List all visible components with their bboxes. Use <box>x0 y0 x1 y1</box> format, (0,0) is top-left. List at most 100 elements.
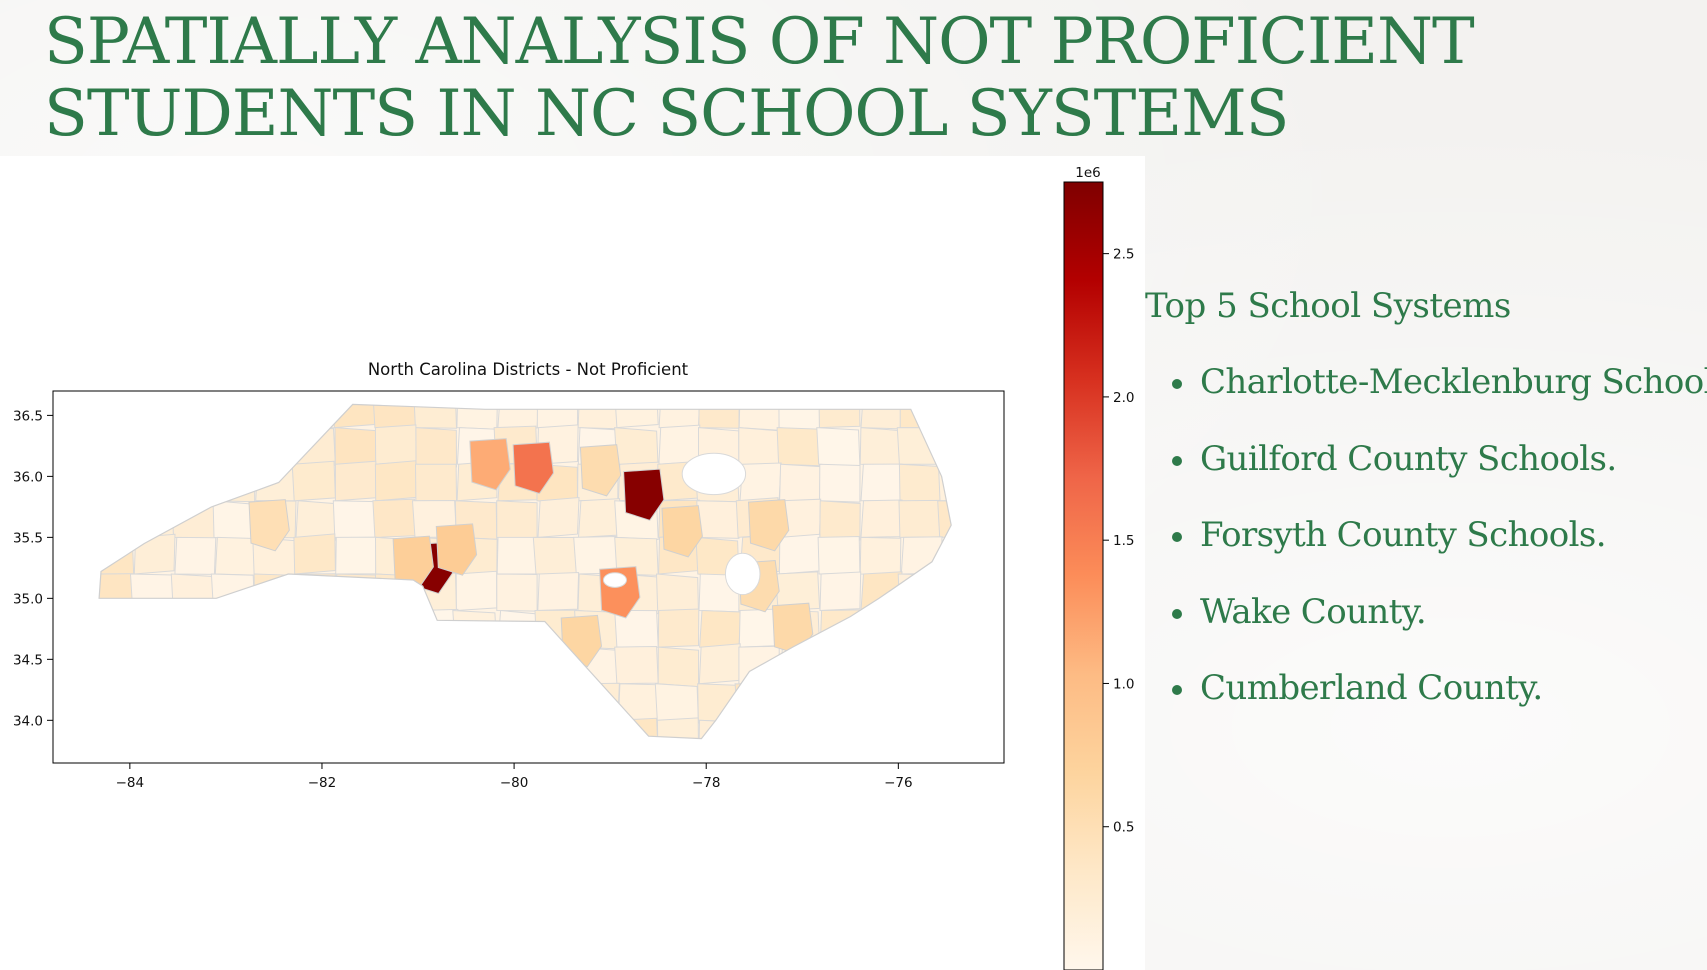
county-cell <box>816 427 861 468</box>
y-tick-label: 34.5 <box>13 652 43 668</box>
county-cell <box>372 498 417 538</box>
county-cell <box>655 573 700 615</box>
county-cell <box>212 500 256 542</box>
county-cell <box>739 462 782 502</box>
list-item-label: Wake County. <box>1200 591 1427 632</box>
county-cell <box>657 608 700 648</box>
colorbar-tick-label: 2.0 <box>1113 390 1134 406</box>
x-tick-label: −80 <box>500 775 529 791</box>
district-mark <box>623 468 665 521</box>
district-mark <box>469 438 511 491</box>
county-cell <box>698 643 741 685</box>
county-cell <box>214 536 257 576</box>
highlighted-districts <box>248 438 814 668</box>
bullet-icon <box>1172 455 1182 466</box>
county-cell <box>614 645 659 685</box>
district-mark <box>435 523 478 576</box>
colorbar-tick-label: 2.5 <box>1113 247 1134 263</box>
district-mark <box>512 441 555 495</box>
colorbar-ticks: 0.5 1.0 1.5 2.0 2.5 <box>1103 247 1134 836</box>
county-cell <box>779 463 821 504</box>
county-cell <box>133 533 176 575</box>
county-cell <box>898 463 942 504</box>
slide-title-line-2: STUDENTS IN NC SCHOOL SYSTEMS <box>44 77 1289 151</box>
county-cell <box>577 498 621 538</box>
colorbar <box>1063 181 1104 970</box>
county-cell <box>860 499 903 538</box>
county-cell <box>374 460 417 502</box>
county-cell <box>778 533 821 575</box>
county-cell <box>699 609 742 650</box>
y-axis-ticks: 34.0 34.5 35.0 35.5 36.0 36.5 <box>13 408 53 729</box>
colorbar-tick-label: 0.5 <box>1113 820 1134 836</box>
county-cell <box>291 460 336 502</box>
district-mark <box>392 535 434 588</box>
county-cell <box>614 427 659 469</box>
x-tick-label: −82 <box>308 775 337 791</box>
colorbar-tick-label: 1.5 <box>1113 533 1134 549</box>
county-cell <box>496 536 539 575</box>
county-cell <box>496 500 538 540</box>
missing-district <box>681 452 747 496</box>
x-tick-label: −84 <box>116 775 145 791</box>
county-cell <box>819 500 861 541</box>
bullet-icon <box>1172 379 1182 389</box>
y-tick-label: 36.5 <box>13 408 43 424</box>
list-item: Cumberland County. <box>1170 668 1707 745</box>
county-cell <box>657 646 700 688</box>
missing-district <box>602 572 627 588</box>
top-systems-heading: Top 5 School Systems <box>1145 286 1511 326</box>
county-cell <box>332 500 377 539</box>
slide-title: SPATIALLY ANALYSIS OF NOT PROFICIENT STU… <box>44 5 1475 151</box>
nc-state-outline <box>98 403 952 740</box>
top-systems-list: Charlotte-Mecklenburg Schools. Guilford … <box>1170 362 1707 745</box>
county-cell <box>696 500 740 539</box>
county-cell <box>414 463 458 502</box>
county-cell <box>738 427 780 468</box>
county-cell <box>335 536 377 575</box>
list-item-label: Forsyth County Schools. <box>1200 515 1607 555</box>
y-tick-label: 35.0 <box>13 591 43 607</box>
county-cell <box>415 427 458 468</box>
county-cell <box>496 573 538 612</box>
county-cell <box>334 460 377 502</box>
y-tick-label: 36.0 <box>13 469 43 485</box>
county-cell <box>859 427 902 468</box>
county-cell <box>819 571 862 612</box>
list-item-label: Charlotte-Mecklenburg Schools. <box>1200 362 1707 402</box>
y-tick-label: 35.5 <box>13 530 43 546</box>
county-cell <box>817 535 861 575</box>
x-axis-ticks: −84 −82 −80 −78 −76 <box>116 763 913 791</box>
county-cell <box>413 404 458 429</box>
county-cell <box>532 536 579 575</box>
county-cell <box>537 496 580 538</box>
district-mark <box>661 505 703 558</box>
missing-district <box>724 552 761 596</box>
county-cell <box>455 570 498 612</box>
colorbar-offset-label: 1e6 <box>1075 165 1100 181</box>
x-tick-label: −78 <box>692 775 721 791</box>
district-mark <box>579 444 622 497</box>
county-cell <box>819 463 861 503</box>
county-cell <box>898 499 942 538</box>
county-cell <box>776 427 821 467</box>
slide-title-line-1: SPATIALLY ANALYSIS OF NOT PROFICIENT <box>44 5 1475 79</box>
x-tick-label: −76 <box>884 775 913 791</box>
nc-choropleth-chart: North Carolina Districts - Not Proficien… <box>13 165 1134 970</box>
county-cell <box>654 683 700 724</box>
y-tick-label: 34.0 <box>13 713 43 729</box>
district-mark <box>747 499 790 552</box>
county-cell <box>537 571 580 612</box>
bullet-icon <box>1172 608 1182 619</box>
bullet-icon <box>1172 685 1182 695</box>
colorbar-tick-label: 1.0 <box>1113 676 1134 692</box>
list-item: Forsyth County Schools. <box>1170 515 1707 592</box>
county-cell <box>174 536 217 575</box>
bullet-icon <box>1172 532 1182 542</box>
chart-title: North Carolina Districts - Not Proficien… <box>368 360 689 379</box>
district-mark <box>248 499 290 552</box>
list-item: Guilford County Schools. <box>1170 439 1707 516</box>
list-item-label: Cumberland County. <box>1200 668 1543 708</box>
list-item: Wake County. <box>1170 592 1707 669</box>
county-cell <box>293 533 336 575</box>
